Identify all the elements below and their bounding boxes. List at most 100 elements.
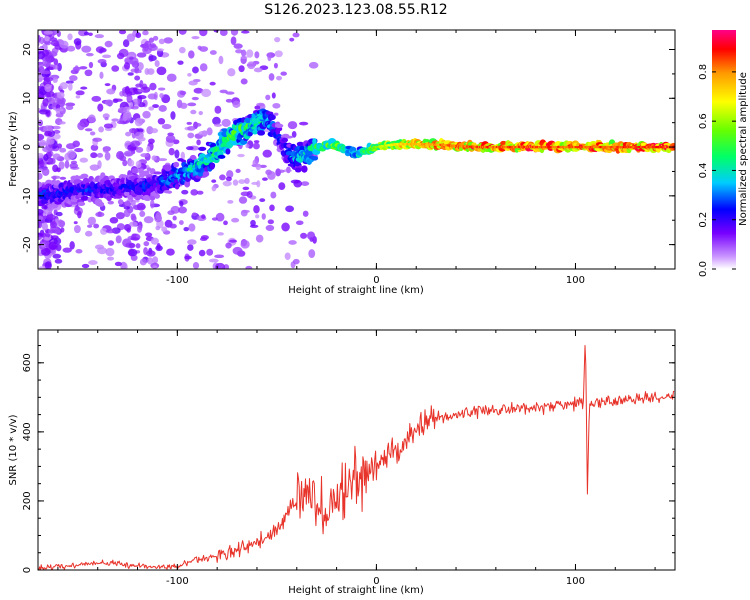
spectrogram-noise-cell	[232, 100, 241, 108]
spectrogram-noise-cell	[48, 241, 58, 250]
spectrogram-noise-cell	[52, 133, 61, 140]
spectrogram-cell	[312, 138, 317, 145]
spectrogram-noise-cell	[231, 217, 240, 223]
spectrogram-noise-cell	[235, 49, 243, 54]
spectrogram-noise-cell	[139, 210, 146, 218]
spectrogram-noise-cell	[123, 150, 134, 157]
spectrogram-noise-cell	[217, 232, 224, 236]
spectrogram-noise-cell	[226, 170, 234, 179]
spectrogram-cell	[244, 117, 252, 124]
spectrogram-noise-cell	[187, 102, 197, 107]
spectrogram-y-ticks: -20 -10 0 10 20	[22, 43, 675, 270]
spectrogram-noise-cell	[39, 160, 45, 168]
spectrogram-noise-cell	[225, 98, 233, 103]
spectrogram-noise-cell	[121, 262, 128, 269]
spectrogram-noise-cell	[100, 227, 108, 235]
spectrogram-noise-cell	[48, 157, 56, 165]
spectrogram-noise-cell	[45, 138, 55, 145]
spectrogram-noise-cell	[166, 73, 177, 82]
spectrogram-noise-cell	[77, 210, 82, 219]
spectrogram-noise-cell	[299, 121, 309, 126]
spectrogram-noise-cell	[246, 191, 253, 198]
spectrogram-noise-cell	[214, 105, 222, 114]
spectrogram-cell	[174, 183, 180, 190]
snr-x-ticks: -100 0 100	[57, 330, 656, 587]
spectrogram-noise-cell	[188, 80, 198, 86]
spectrogram-noise-cell	[199, 46, 209, 52]
colorbar-ticks: 0.0 0.2 0.4 0.6 0.8	[698, 64, 736, 277]
spectrogram-noise-cell	[193, 87, 204, 94]
spectrogram-x-tick-label: 100	[566, 275, 585, 286]
spectrogram-cell	[301, 165, 308, 173]
spectrogram-noise-cell	[143, 216, 154, 224]
spectrogram-noise-cell	[183, 226, 189, 232]
spectrogram-noise-cell	[150, 237, 159, 245]
spectrogram-noise-cell	[115, 212, 125, 220]
spectrogram-noise-cell	[292, 32, 300, 38]
spectrogram-noise-cell	[87, 114, 96, 123]
spectrogram-noise-cell	[225, 242, 232, 249]
spectrogram-noise-cell	[88, 32, 93, 37]
spectrogram-noise-cell	[240, 55, 248, 60]
spectrogram-noise-cell	[191, 36, 200, 40]
spectrogram-noise-cell	[262, 149, 272, 158]
spectrogram-noise-cell	[43, 77, 54, 82]
spectrogram-noise-cell	[54, 258, 63, 264]
spectrogram-cell	[209, 162, 215, 170]
snr-x-tick-label: 0	[373, 576, 379, 587]
spectrogram-noise-cell	[193, 122, 202, 127]
spectrogram-cell	[254, 105, 261, 110]
spectrogram-noise-cell	[125, 131, 132, 137]
spectrogram-noise-cell	[180, 102, 188, 109]
spectrogram-noise-cell	[132, 204, 142, 211]
spectrogram-noise-cell	[53, 129, 61, 134]
spectrogram-noise-cell	[201, 214, 206, 220]
spectrogram-noise-cell	[146, 250, 156, 257]
spectrogram-noise-cell	[241, 30, 250, 34]
snr-y-tick-label: 600	[22, 353, 33, 372]
spectrogram-noise-cell	[147, 68, 155, 75]
spectrogram-noise-cell	[137, 94, 147, 100]
spectrogram-cell	[225, 148, 231, 155]
spectrogram-cell	[184, 180, 191, 188]
spectrogram-noise-cell	[95, 211, 105, 218]
spectrogram-noise-cell	[43, 30, 54, 35]
spectrogram-noise-cell	[235, 168, 241, 174]
spectrogram-noise-cell	[287, 121, 298, 130]
spectrogram-noise-cell	[168, 147, 175, 156]
spectrogram-noise-cell	[225, 176, 232, 182]
spectrogram-cell	[173, 161, 180, 168]
spectrogram-noise-cell	[104, 83, 111, 87]
colorbar: 0.0 0.2 0.4 0.6 0.8 Normalized spectral ampl…	[698, 30, 749, 277]
spectrogram-noise-cell	[122, 113, 128, 122]
spectrogram-noise-cell	[188, 50, 195, 59]
spectrogram-x-tick-label: -100	[166, 275, 189, 286]
spectrogram-noise-cell	[92, 137, 103, 142]
spectrogram-noise-cell	[89, 131, 96, 136]
spectrogram-noise-cell	[148, 55, 157, 62]
spectrogram-noise-cell	[178, 30, 187, 35]
spectrogram-noise-cell	[67, 33, 73, 41]
spectrogram-noise-cell	[198, 111, 203, 116]
spectrogram-noise-cell	[106, 88, 116, 95]
spectrogram-noise-cell	[148, 138, 155, 144]
spectrogram-noise-cell	[113, 98, 123, 102]
spectrogram-noise-cell	[50, 175, 61, 180]
spectrogram-y-tick-label: -10	[22, 188, 33, 204]
spectrogram-noise-cell	[244, 177, 250, 185]
spectrogram-noise-cell	[132, 87, 138, 92]
spectrogram-noise-cell	[65, 80, 74, 84]
spectrogram-noise-cell	[91, 95, 102, 102]
spectrogram-noise-cell	[140, 153, 150, 158]
spectrogram-noise-cell	[38, 216, 44, 221]
spectrogram-noise-cell	[75, 95, 81, 99]
spectrogram-noise-cell	[163, 37, 173, 44]
spectrogram-noise-cell	[211, 179, 217, 183]
spectrogram-noise-cell	[278, 182, 286, 191]
spectrogram-noise-cell	[42, 146, 52, 153]
spectrogram-noise-cell	[307, 231, 316, 240]
spectrogram-noise-cell	[96, 152, 104, 158]
spectrogram-noise-cell	[215, 262, 226, 269]
spectrogram-noise-cell	[41, 204, 48, 210]
